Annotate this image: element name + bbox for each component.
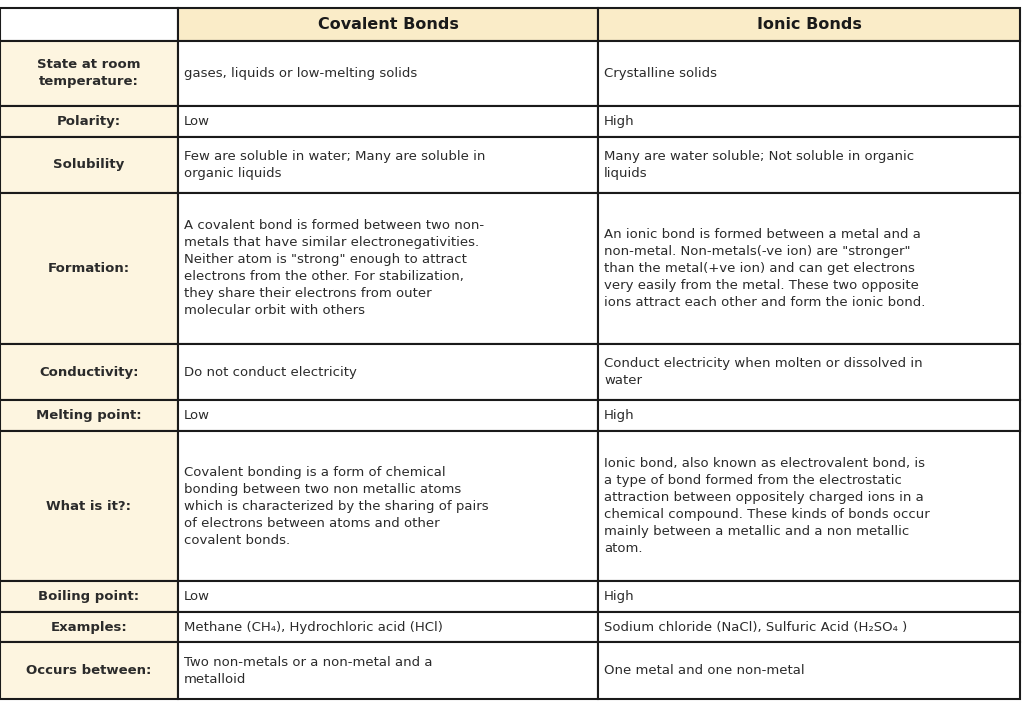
Bar	[178, 643, 598, 699]
Bar	[0, 136, 178, 193]
Text: Crystalline solids: Crystalline solids	[604, 67, 717, 80]
Text: Covalent bonding is a form of chemical
bonding between two non metallic atoms
wh: Covalent bonding is a form of chemical b…	[184, 466, 488, 547]
Text: One metal and one non-metal: One metal and one non-metal	[604, 664, 805, 677]
Text: State at room
temperature:: State at room temperature:	[37, 59, 140, 88]
Bar	[0, 41, 178, 106]
Text: Melting point:: Melting point:	[36, 409, 141, 422]
Bar	[178, 431, 598, 581]
Text: Low: Low	[184, 409, 210, 422]
Bar	[598, 581, 1020, 612]
Text: High: High	[604, 590, 635, 603]
Text: Covalent Bonds: Covalent Bonds	[317, 17, 459, 32]
Bar	[598, 106, 1020, 136]
Bar	[598, 431, 1020, 581]
Text: Few are soluble in water; Many are soluble in
organic liquids: Few are soluble in water; Many are solub…	[184, 150, 485, 180]
Text: Formation:: Formation:	[48, 262, 130, 275]
Text: High: High	[604, 115, 635, 128]
Text: Examples:: Examples:	[50, 621, 127, 633]
Text: gases, liquids or low-melting solids: gases, liquids or low-melting solids	[184, 67, 417, 80]
Bar	[598, 41, 1020, 106]
Bar	[598, 193, 1020, 344]
Bar	[0, 8, 178, 41]
Text: Low: Low	[184, 115, 210, 128]
Bar	[178, 41, 598, 106]
Text: What is it?:: What is it?:	[46, 500, 131, 513]
Bar	[598, 612, 1020, 643]
Bar	[178, 344, 598, 400]
Bar	[598, 136, 1020, 193]
Bar	[0, 106, 178, 136]
Text: A covalent bond is formed between two non-
metals that have similar electronegat: A covalent bond is formed between two no…	[184, 219, 484, 317]
Text: Conduct electricity when molten or dissolved in
water: Conduct electricity when molten or disso…	[604, 357, 923, 387]
Text: Ionic bond, also known as electrovalent bond, is
a type of bond formed from the : Ionic bond, also known as electrovalent …	[604, 457, 930, 555]
Text: Solubility: Solubility	[53, 158, 125, 171]
Text: An ionic bond is formed between a metal and a
non-metal. Non-metals(-ve ion) are: An ionic bond is formed between a metal …	[604, 228, 926, 309]
Text: Ionic Bonds: Ionic Bonds	[757, 17, 861, 32]
Bar	[0, 344, 178, 400]
Text: Methane (CH₄), Hydrochloric acid (HCl): Methane (CH₄), Hydrochloric acid (HCl)	[184, 621, 442, 633]
Text: Sodium chloride (NaCl), Sulfuric Acid (H₂SO₄ ): Sodium chloride (NaCl), Sulfuric Acid (H…	[604, 621, 907, 633]
Bar	[0, 581, 178, 612]
Text: Many are water soluble; Not soluble in organic
liquids: Many are water soluble; Not soluble in o…	[604, 150, 914, 180]
Bar	[598, 8, 1020, 41]
Text: Do not conduct electricity: Do not conduct electricity	[184, 366, 357, 378]
Bar	[598, 400, 1020, 431]
Bar	[0, 643, 178, 699]
Bar	[0, 400, 178, 431]
Bar	[178, 400, 598, 431]
Bar	[178, 8, 598, 41]
Text: Two non-metals or a non-metal and a
metalloid: Two non-metals or a non-metal and a meta…	[184, 655, 432, 686]
Bar	[178, 581, 598, 612]
Bar	[0, 612, 178, 643]
Text: Occurs between:: Occurs between:	[27, 664, 152, 677]
Text: Boiling point:: Boiling point:	[39, 590, 139, 603]
Text: Conductivity:: Conductivity:	[39, 366, 138, 378]
Text: Polarity:: Polarity:	[57, 115, 121, 128]
Bar	[178, 106, 598, 136]
Bar	[0, 193, 178, 344]
Bar	[0, 431, 178, 581]
Bar	[598, 344, 1020, 400]
Bar	[598, 643, 1020, 699]
Text: High: High	[604, 409, 635, 422]
Bar	[178, 136, 598, 193]
Bar	[178, 193, 598, 344]
Text: Low: Low	[184, 590, 210, 603]
Bar	[178, 612, 598, 643]
